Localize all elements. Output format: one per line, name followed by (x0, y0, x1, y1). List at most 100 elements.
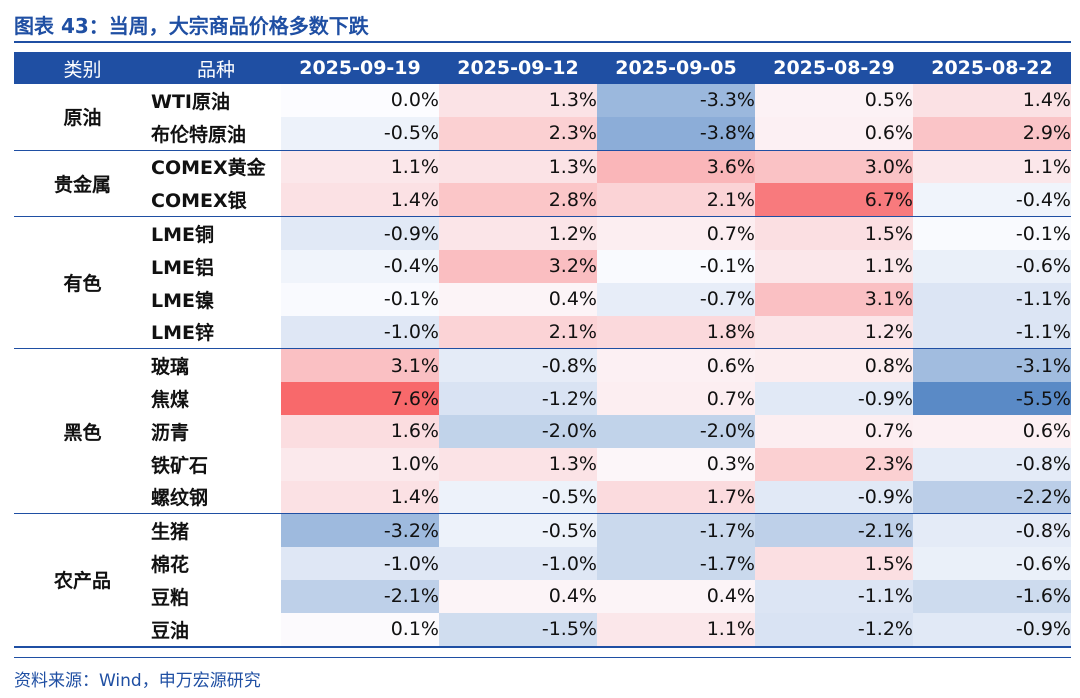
source-divider (14, 657, 1071, 658)
table-row: 沥青 1.6% -2.0% -2.0% 0.7% 0.6% (14, 414, 1071, 448)
value-cell: 1.1% (913, 150, 1071, 184)
variety-cell: 铁矿石 (151, 447, 281, 481)
variety-cell: 螺纹钢 (151, 480, 281, 515)
value-cell: -2.1% (281, 579, 439, 613)
table-row: 豆粕 -2.1% 0.4% 0.4% -1.1% -1.6% (14, 579, 1071, 613)
value-cell: -1.2% (439, 382, 597, 415)
variety-cell: 豆油 (151, 612, 281, 648)
value-cell: 0.4% (439, 282, 597, 316)
category-cell: 农产品 (14, 513, 151, 648)
variety-cell: LME镍 (151, 282, 281, 316)
table-row: 黑色 玻璃 3.1% -0.8% 0.6% 0.8% -3.1% (14, 348, 1071, 515)
value-cell: 1.4% (281, 183, 439, 218)
variety-cell: LME锌 (151, 315, 281, 350)
value-cell: 6.7% (755, 183, 913, 218)
value-cell: -2.1% (755, 513, 913, 548)
value-cell: 2.3% (755, 447, 913, 481)
value-cell: 1.8% (597, 315, 755, 350)
variety-cell: 沥青 (151, 414, 281, 448)
value-cell: -0.9% (913, 612, 1071, 648)
value-cell: -1.2% (755, 612, 913, 648)
value-cell: 0.1% (281, 612, 439, 648)
value-cell: 1.4% (913, 84, 1071, 117)
value-cell: 3.6% (597, 150, 755, 184)
value-cell: 1.2% (439, 216, 597, 250)
value-cell: -0.4% (281, 249, 439, 283)
value-cell: -0.5% (439, 513, 597, 548)
title-divider (14, 41, 1071, 43)
value-cell: -0.9% (281, 216, 439, 250)
category-cell: 贵金属 (14, 150, 151, 218)
table-body: 原油 WTI原油 0.0% 1.3% -3.3% 0.5% 1.4% 布伦特原油 -0.5% 2.… (14, 84, 1071, 648)
value-cell: -0.5% (439, 480, 597, 515)
variety-cell: COMEX银 (151, 183, 281, 218)
value-cell: -0.6% (913, 249, 1071, 283)
header-variety: 品种 (151, 52, 281, 84)
table-row: 焦煤 7.6% -1.2% 0.7% -0.9% -5.5% (14, 382, 1071, 415)
header-date: 2025-09-19 (281, 52, 439, 84)
value-cell: 0.5% (755, 84, 913, 117)
table-row: 原油 WTI原油 0.0% 1.3% -3.3% 0.5% 1.4% (14, 84, 1071, 151)
value-cell: 1.2% (755, 315, 913, 350)
variety-cell: 豆粕 (151, 579, 281, 613)
value-cell: 0.4% (439, 579, 597, 613)
value-cell: -1.1% (913, 282, 1071, 316)
table-row: 螺纹钢 1.4% -0.5% 1.7% -0.9% -2.2% (14, 480, 1071, 515)
table-row: LME锌 -1.0% 2.1% 1.8% 1.2% -1.1% (14, 315, 1071, 350)
value-cell: 0.6% (597, 348, 755, 383)
value-cell: -1.0% (281, 315, 439, 350)
value-cell: -3.1% (913, 348, 1071, 383)
value-cell: -3.3% (597, 84, 755, 117)
category-cell: 黑色 (14, 348, 151, 515)
value-cell: -3.8% (597, 116, 755, 151)
value-cell: -1.1% (755, 579, 913, 613)
value-cell: 0.4% (597, 579, 755, 613)
value-cell: -0.1% (597, 249, 755, 283)
value-cell: 1.1% (281, 150, 439, 184)
variety-cell: 布伦特原油 (151, 116, 281, 151)
value-cell: 0.6% (913, 414, 1071, 448)
value-cell: -1.0% (439, 547, 597, 580)
value-cell: -3.2% (281, 513, 439, 548)
source-note: 资料来源：Wind，申万宏源研究 (14, 671, 261, 691)
value-cell: 2.9% (913, 116, 1071, 151)
table-row: 农产品 生猪 -3.2% -0.5% -1.7% -2.1% -0.8% (14, 513, 1071, 648)
value-cell: 0.7% (597, 382, 755, 415)
value-cell: 1.0% (281, 447, 439, 481)
value-cell: 3.1% (281, 348, 439, 383)
value-cell: 1.3% (439, 447, 597, 481)
variety-cell: WTI原油 (151, 84, 281, 117)
value-cell: 0.7% (597, 216, 755, 250)
table-row: 布伦特原油 -0.5% 2.3% -3.8% 0.6% 2.9% (14, 116, 1071, 151)
value-cell: -2.2% (913, 480, 1071, 515)
value-cell: 1.3% (439, 84, 597, 117)
table-row: COMEX银 1.4% 2.8% 2.1% 6.7% -0.4% (14, 183, 1071, 218)
value-cell: 1.1% (755, 249, 913, 283)
value-cell: 1.6% (281, 414, 439, 448)
category-cell: 有色 (14, 216, 151, 350)
table-row: 贵金属 COMEX黄金 1.1% 1.3% 3.6% 3.0% 1.1% (14, 150, 1071, 218)
value-cell: -0.5% (281, 116, 439, 151)
value-cell: -1.5% (439, 612, 597, 648)
commodity-change-table: 类别 品种 2025-09-19 2025-09-12 2025-09-05 2… (14, 52, 1071, 648)
value-cell: 0.7% (755, 414, 913, 448)
value-cell: -1.1% (913, 315, 1071, 350)
value-cell: 2.1% (597, 183, 755, 218)
value-cell: 2.3% (439, 116, 597, 151)
value-cell: 3.2% (439, 249, 597, 283)
variety-cell: 玻璃 (151, 348, 281, 383)
value-cell: -1.7% (597, 513, 755, 548)
figure-title: 图表 43：当周，大宗商品价格多数下跌 (14, 14, 369, 38)
value-cell: 1.3% (439, 150, 597, 184)
value-cell: -0.6% (913, 547, 1071, 580)
value-cell: -0.1% (281, 282, 439, 316)
value-cell: -2.0% (439, 414, 597, 448)
value-cell: 1.1% (597, 612, 755, 648)
value-cell: 1.7% (597, 480, 755, 515)
table-row: 豆油 0.1% -1.5% 1.1% -1.2% -0.9% (14, 612, 1071, 648)
header-date: 2025-08-29 (755, 52, 913, 84)
value-cell: 0.8% (755, 348, 913, 383)
variety-cell: LME铝 (151, 249, 281, 283)
value-cell: 2.1% (439, 315, 597, 350)
header-category: 类别 (14, 52, 151, 84)
